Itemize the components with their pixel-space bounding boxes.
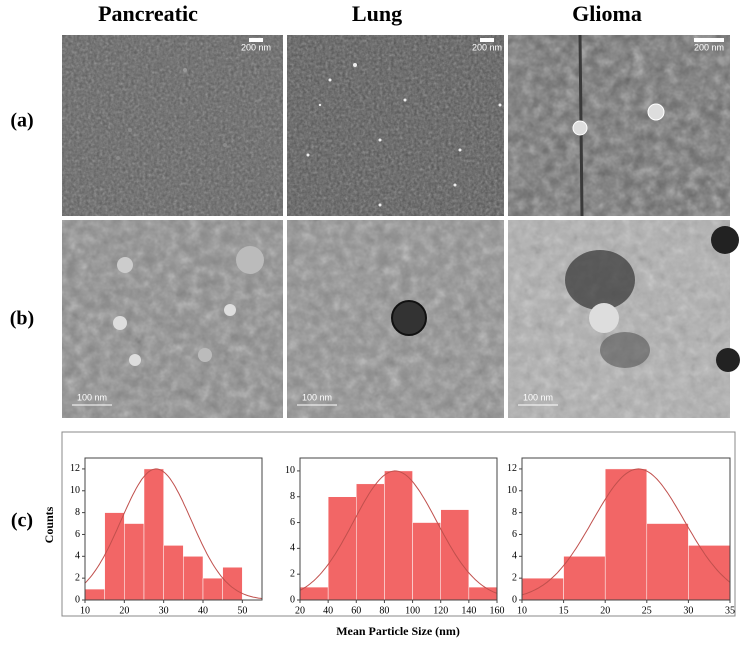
y-tick-label: 6 bbox=[512, 529, 517, 540]
x-tick-label: 120 bbox=[433, 605, 448, 616]
sem-image bbox=[62, 35, 283, 216]
bar bbox=[440, 509, 470, 601]
x-tick-label: 25 bbox=[642, 605, 652, 616]
bar bbox=[124, 523, 145, 601]
y-tick-label: 2 bbox=[512, 572, 517, 583]
y-tick-label: 0 bbox=[75, 594, 80, 605]
panel-frame bbox=[61, 431, 736, 617]
bar bbox=[646, 523, 689, 601]
bar bbox=[183, 556, 204, 601]
fit-curve bbox=[299, 470, 498, 594]
x-tick-label: 10 bbox=[517, 605, 527, 616]
x-tick-label: 20 bbox=[295, 605, 305, 616]
x-tick-label: 40 bbox=[198, 605, 208, 616]
x-tick-label: 30 bbox=[683, 605, 693, 616]
bar bbox=[604, 468, 648, 601]
x-tick-label: 60 bbox=[351, 605, 361, 616]
y-tick-label: 2 bbox=[75, 572, 80, 583]
x-tick-label: 15 bbox=[559, 605, 569, 616]
x-tick-label: 20 bbox=[600, 605, 610, 616]
x-tick-label: 160 bbox=[490, 605, 505, 616]
bar bbox=[222, 566, 243, 601]
x-tick-label: 35 bbox=[725, 605, 735, 616]
y-tick-label: 4 bbox=[512, 551, 517, 562]
fit-curve bbox=[521, 468, 731, 596]
bar bbox=[84, 588, 105, 601]
row-label: (a) bbox=[10, 110, 33, 132]
tem-image bbox=[508, 220, 740, 418]
x-tick-label: 10 bbox=[80, 605, 90, 616]
plot-frame bbox=[521, 457, 731, 601]
y-tick-label: 6 bbox=[75, 529, 80, 540]
x-tick-label: 80 bbox=[379, 605, 389, 616]
x-axis-label: Mean Particle Size (nm) bbox=[336, 624, 460, 638]
scale-bar-label: 200 nm bbox=[241, 42, 271, 52]
scale-bar-label: 100 nm bbox=[77, 392, 107, 402]
y-tick-label: 12 bbox=[507, 463, 517, 474]
bar bbox=[104, 512, 125, 601]
scale-bar-label: 200 nm bbox=[694, 42, 724, 52]
y-tick-label: 0 bbox=[512, 594, 517, 605]
bar bbox=[521, 577, 564, 601]
tem-image bbox=[287, 220, 504, 418]
tem-image bbox=[62, 220, 283, 418]
y-tick-label: 6 bbox=[290, 517, 295, 528]
column-title: Glioma bbox=[572, 1, 642, 26]
scale-bar-label: 100 nm bbox=[302, 392, 332, 402]
y-tick-label: 8 bbox=[290, 491, 295, 502]
bar bbox=[412, 522, 441, 601]
scale-bar-label: 200 nm bbox=[472, 42, 502, 52]
plot-frame bbox=[299, 457, 498, 601]
bar bbox=[327, 496, 357, 601]
x-tick-label: 100 bbox=[405, 605, 420, 616]
y-tick-label: 10 bbox=[507, 485, 517, 496]
y-tick-label: 8 bbox=[75, 507, 80, 518]
bar bbox=[384, 470, 413, 601]
y-tick-label: 4 bbox=[75, 551, 80, 562]
y-tick-label: 10 bbox=[285, 465, 295, 476]
x-tick-label: 50 bbox=[237, 605, 247, 616]
fit-curve bbox=[84, 468, 263, 600]
row-label: (b) bbox=[10, 308, 34, 330]
sem-image bbox=[508, 34, 730, 217]
y-tick-label: 2 bbox=[290, 568, 295, 579]
bar bbox=[202, 577, 223, 601]
column-title: Lung bbox=[352, 1, 402, 26]
y-axis-label: Counts bbox=[42, 506, 56, 543]
x-tick-label: 20 bbox=[119, 605, 129, 616]
y-tick-label: 8 bbox=[512, 507, 517, 518]
scale-bar-label: 100 nm bbox=[523, 392, 553, 402]
y-tick-label: 0 bbox=[290, 594, 295, 605]
column-title: Pancreatic bbox=[98, 1, 198, 26]
x-tick-label: 40 bbox=[323, 605, 333, 616]
bar bbox=[163, 545, 184, 601]
y-tick-label: 12 bbox=[70, 463, 80, 474]
row-label: (c) bbox=[11, 510, 33, 532]
bar bbox=[563, 556, 606, 601]
sem-image bbox=[287, 35, 504, 216]
bar bbox=[143, 468, 164, 601]
bar bbox=[688, 545, 731, 601]
bar bbox=[468, 586, 498, 601]
bar bbox=[299, 586, 329, 601]
y-tick-label: 10 bbox=[70, 485, 80, 496]
bar bbox=[356, 483, 385, 601]
y-tick-label: 4 bbox=[290, 543, 295, 554]
x-tick-label: 140 bbox=[461, 605, 476, 616]
x-tick-label: 30 bbox=[159, 605, 169, 616]
plot-frame bbox=[84, 457, 263, 601]
